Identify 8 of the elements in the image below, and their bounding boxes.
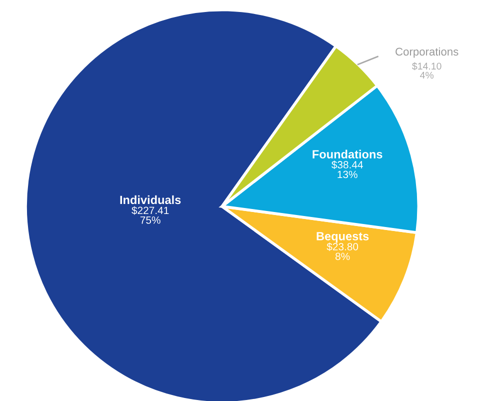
slice-label: Individuals — [120, 195, 181, 204]
slice-label: Foundations — [312, 150, 382, 158]
data-label: $38.44 13% — [332, 160, 363, 178]
data-label: $23.80 8% — [326, 242, 358, 260]
data-label: $227.41 75% — [132, 206, 169, 224]
data-label: $14.10 4% — [412, 62, 442, 79]
slice-label: Corporations — [396, 47, 458, 58]
slice-label: Bequests — [316, 232, 369, 243]
